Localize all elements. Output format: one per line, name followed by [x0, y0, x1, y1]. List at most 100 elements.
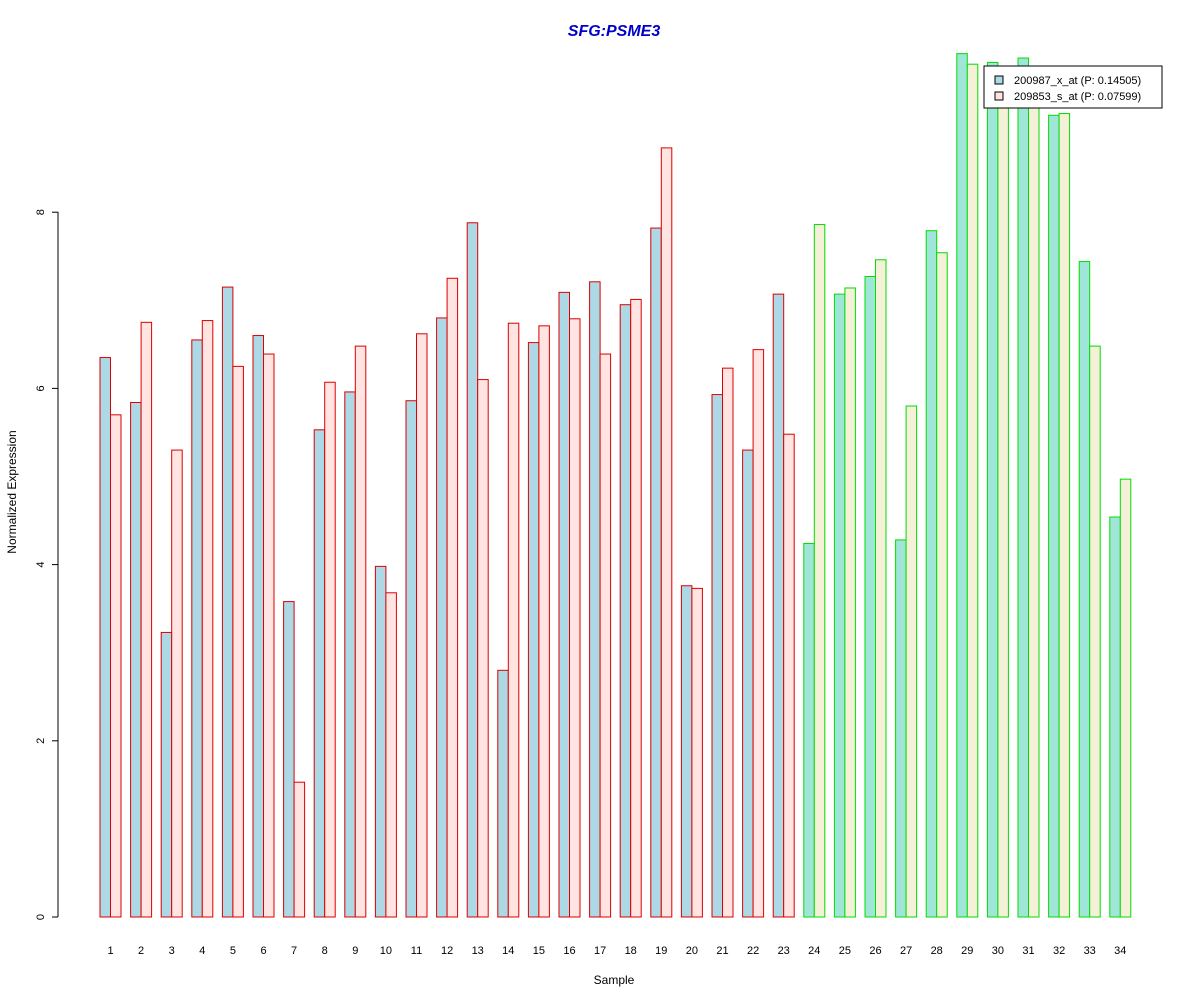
- x-tick-label: 26: [869, 945, 881, 957]
- bar-series-1-sample-14: [497, 669, 509, 918]
- bar-series-2-sample-19: [660, 147, 673, 918]
- bar-series-1-sample-21: [711, 394, 723, 918]
- bar-series-1-sample-18: [619, 304, 632, 918]
- x-tick-label: 12: [441, 945, 453, 957]
- chart-title: SFG:PSME3: [568, 23, 661, 40]
- bar-series-2-sample-10: [385, 592, 397, 918]
- x-tick-label: 10: [380, 945, 392, 957]
- bar-series-2-sample-5: [232, 365, 244, 918]
- x-tick-label: 11: [411, 945, 422, 957]
- x-tick-label: 5: [230, 945, 236, 957]
- bars: [99, 53, 1132, 918]
- x-tick-label: 13: [472, 945, 484, 957]
- bar-series-1-sample-10: [374, 565, 387, 918]
- bar-series-2-sample-22: [752, 349, 765, 918]
- x-tick-label: 17: [594, 945, 606, 957]
- bar-series-2-sample-1: [110, 414, 122, 918]
- bar-series-2-sample-4: [201, 320, 214, 918]
- x-tick-label: 31: [1022, 945, 1034, 957]
- bar-series-2-sample-24: [813, 224, 826, 918]
- bar-series-1-sample-26: [864, 276, 876, 918]
- y-tick-label: 4: [35, 562, 47, 568]
- bar-series-1-sample-22: [742, 449, 754, 918]
- bar-series-1-sample-23: [772, 293, 785, 918]
- x-tick-label: 1: [107, 945, 113, 957]
- x-tick-labels: 1 2 3 4 5 6 7 8 9 10 11 12 13 14 15 16 17 18 19 20 21 22 23 24 2…: [107, 945, 1126, 957]
- bar-series-2-sample-14: [507, 322, 520, 918]
- bar-series-1-sample-25: [833, 293, 846, 918]
- bar-series-2-sample-9: [354, 345, 367, 918]
- bar-series-1-sample-1: [99, 357, 111, 918]
- bar-series-2-sample-26: [875, 259, 887, 918]
- x-tick-label: 4: [199, 945, 205, 957]
- y-axis-title: Normalized Expression: [5, 430, 19, 553]
- bar-series-1-sample-5: [221, 286, 234, 918]
- bar-series-1-sample-19: [650, 227, 662, 918]
- bar-series-1-sample-20: [680, 585, 693, 918]
- legend-swatch-series-2: [994, 91, 1004, 101]
- x-axis-title: Sample: [594, 973, 635, 987]
- legend-box: [983, 65, 1163, 109]
- bar-series-2-sample-11: [416, 333, 428, 918]
- bar-series-1-sample-15: [527, 342, 540, 918]
- bar-series-1-sample-24: [803, 542, 815, 918]
- x-tick-label: 24: [808, 945, 820, 957]
- bar-series-2-sample-23: [783, 433, 795, 918]
- bar-series-1-sample-3: [160, 631, 173, 918]
- bar-series-1-sample-11: [405, 400, 417, 918]
- x-tick-label: 18: [625, 945, 637, 957]
- x-tick-label: 3: [169, 945, 175, 957]
- bar-series-2-sample-7: [293, 781, 306, 918]
- x-tick-label: 27: [900, 945, 912, 957]
- bar-series-2-sample-25: [844, 287, 856, 918]
- bar-series-1-sample-7: [283, 601, 295, 918]
- bar-series-1-sample-34: [1109, 516, 1121, 918]
- bar-series-1-sample-33: [1078, 261, 1091, 918]
- x-tick-label: 29: [961, 945, 973, 957]
- bar-series-1-sample-30: [986, 61, 999, 918]
- y-tick-label: 0: [35, 914, 47, 920]
- y-tick-label: 2: [35, 738, 47, 744]
- y-ticks: 0 2 4 6 8: [35, 209, 58, 920]
- x-tick-label: 7: [291, 945, 297, 957]
- bar-series-2-sample-27: [905, 405, 918, 918]
- bar-series-2-sample-31: [1028, 79, 1040, 918]
- bar-series-1-sample-12: [436, 317, 448, 918]
- bar-series-1-sample-8: [313, 429, 326, 918]
- bar-series-2-sample-33: [1089, 345, 1101, 918]
- x-tick-label: 25: [839, 945, 851, 957]
- legend-label-series-2: 209853_s_at (P: 0.07599): [1014, 91, 1141, 103]
- bar-series-1-sample-9: [344, 391, 356, 918]
- y-axis: 0 2 4 6 8: [35, 209, 59, 920]
- bar-series-2-sample-34: [1119, 478, 1132, 918]
- y-tick-label: 8: [35, 209, 47, 215]
- bar-series-1-sample-16: [558, 291, 570, 918]
- x-tick-label: 30: [992, 945, 1004, 957]
- x-tick-label: 15: [533, 945, 545, 957]
- bar-series-2-sample-2: [140, 321, 153, 918]
- x-tick-label: 22: [747, 945, 759, 957]
- x-tick-label: 14: [502, 945, 514, 957]
- bar-series-1-sample-13: [466, 222, 479, 918]
- bar-series-2-sample-28: [936, 252, 948, 918]
- bar-series-2-sample-20: [691, 587, 703, 918]
- bar-series-1-sample-27: [895, 539, 907, 918]
- bar-series-2-sample-3: [171, 449, 183, 918]
- bar-series-2-sample-8: [324, 381, 336, 918]
- x-tick-label: 28: [931, 945, 943, 957]
- x-tick-label: 9: [352, 945, 358, 957]
- legend: 200987_x_at (P: 0.14505) 209853_s_at (P:…: [983, 65, 1163, 109]
- x-tick-label: 8: [322, 945, 328, 957]
- bar-series-1-sample-17: [589, 281, 601, 918]
- bar-series-2-sample-32: [1058, 113, 1071, 918]
- bar-series-2-sample-17: [599, 353, 612, 918]
- bar-series-2-sample-21: [722, 367, 734, 918]
- x-tick-label: 20: [686, 945, 698, 957]
- x-tick-label: 16: [563, 945, 575, 957]
- bar-series-2-sample-12: [446, 277, 459, 918]
- x-tick-label: 32: [1053, 945, 1065, 957]
- bar-series-2-sample-6: [263, 353, 275, 918]
- bar-series-2-sample-16: [569, 318, 581, 918]
- bar-series-2-sample-30: [997, 70, 1009, 918]
